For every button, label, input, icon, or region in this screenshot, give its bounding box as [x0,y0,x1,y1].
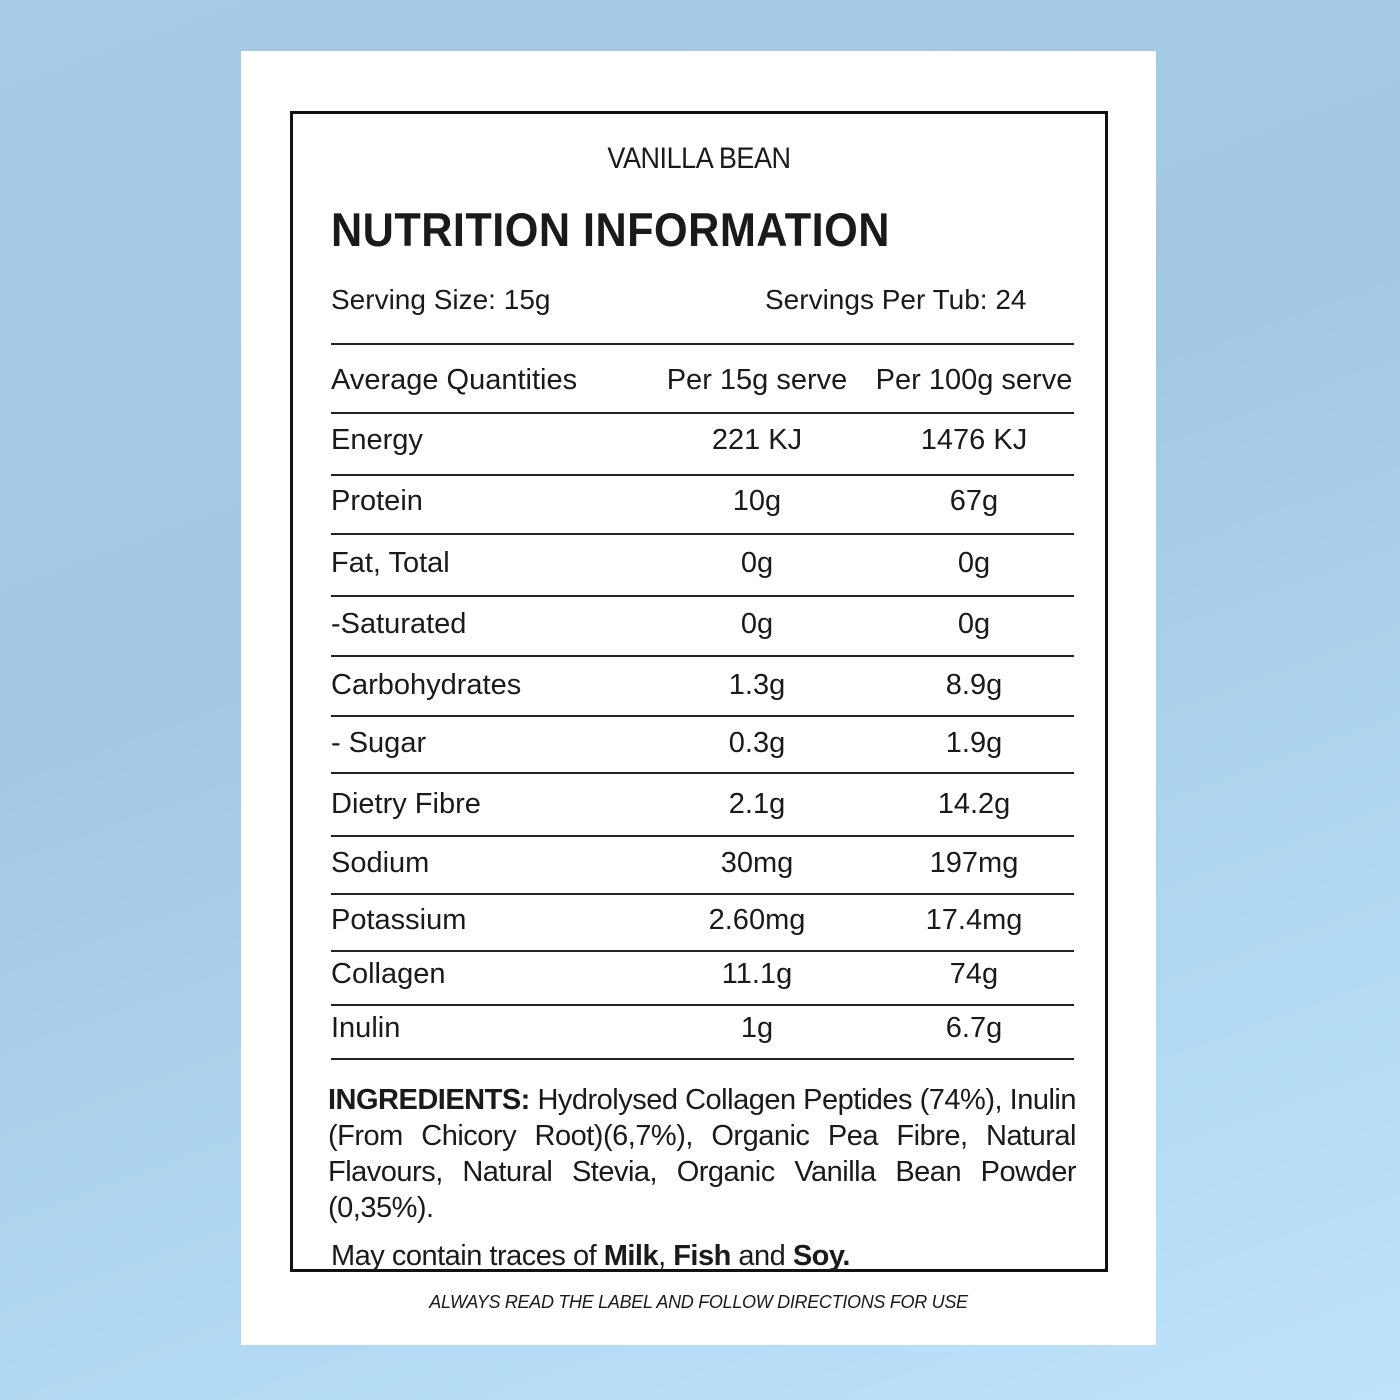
nutrition-panel: VANILLA BEAN NUTRITION INFORMATION Servi… [290,111,1108,1272]
per-100g-value: Per 100g serve [875,364,1073,396]
panel-title: NUTRITION INFORMATION [331,203,890,256]
per-100g-value: 1.9g [945,727,1003,759]
table-row: Inulin 1g 6.7g [331,1012,1074,1046]
row-divider [331,533,1074,535]
per-serve-value: 11.1g [721,958,793,990]
footer-note: ALWAYS READ THE LABEL AND FOLLOW DIRECTI… [429,1292,968,1312]
nutrient-name: Average Quantities [331,364,578,396]
per-serve-value: 0g [740,608,774,640]
nutrient-name: Inulin [331,1012,401,1044]
per-serve-value: Per 15g serve [666,364,848,396]
per-100g-value: 8.9g [945,669,1003,701]
per-serve-value: 0g [740,547,774,579]
per-serve-value: 10g [732,485,782,517]
nutrient-name: Potassium [331,904,467,936]
nutrient-name: Collagen [331,958,446,990]
per-serve-value: 30mg [720,847,794,879]
row-divider [331,1058,1074,1060]
flavor-name: VANILLA BEAN [607,142,791,175]
table-row: Carbohydrates 1.3g 8.9g [331,669,1074,703]
table-row: Sodium 30mg 197mg [331,847,1074,881]
table-header: Average Quantities Per 15g serve Per 100g … [331,364,1074,398]
per-serve-value: 1.3g [728,669,786,701]
row-divider [331,950,1074,952]
per-100g-value: 197mg [929,847,1019,879]
nutrient-name: Fat, Total [331,547,450,579]
allergen-statement: May contain traces of Milk, Fish and Soy… [328,1238,1076,1274]
serving-size: Serving Size: 15g [331,284,551,315]
row-divider [331,595,1074,597]
per-100g-value: 0g [957,547,991,579]
per-serve-value: 0.3g [728,727,786,759]
per-100g-value: 1476 KJ [920,424,1028,456]
table-row: Potassium 2.60mg 17.4mg [331,904,1074,938]
per-serve-value: 221 KJ [711,424,803,456]
row-divider [331,412,1074,414]
nutrient-name: Energy [331,424,423,456]
nutrient-name: Dietry Fibre [331,788,481,820]
row-divider [331,772,1074,774]
row-divider [331,715,1074,717]
table-row: Energy 221 KJ 1476 KJ [331,424,1074,458]
per-serve-value: 2.60mg [708,904,806,936]
allergen-soy: Soy. [792,1240,851,1272]
per-100g-value: 17.4mg [925,904,1023,936]
allergen-sep: and [730,1240,793,1272]
per-100g-value: 67g [949,485,999,517]
row-divider [331,474,1074,476]
row-divider [331,835,1074,837]
nutrient-name: Protein [331,485,423,517]
allergen-prefix: May contain traces of [331,1240,604,1272]
table-row: Collagen 11.1g 74g [331,958,1074,992]
table-row: - Sugar 0.3g 1.9g [331,727,1074,761]
per-100g-value: 14.2g [937,788,1011,820]
allergen-fish: Fish [673,1240,731,1272]
ingredients-label: INGREDIENTS: [328,1084,530,1116]
nutrient-name: Carbohydrates [331,669,522,701]
row-divider [331,1004,1074,1006]
ingredients-text: Hydrolysed Collagen Peptides (74%), Inul… [328,1084,1077,1224]
per-serve-value: 2.1g [728,788,786,820]
allergen-milk: Milk [603,1240,659,1272]
per-100g-value: 6.7g [945,1012,1003,1044]
label-card [241,51,1156,1345]
allergen-sep: , [658,1240,674,1272]
nutrient-name: Sodium [331,847,430,879]
row-divider [331,655,1074,657]
table-row: Fat, Total 0g 0g [331,547,1074,581]
per-serve-value: 1g [740,1012,774,1044]
nutrient-name: - Sugar [331,727,427,759]
per-100g-value: 74g [949,958,999,990]
nutrient-name: -Saturated [331,608,467,640]
row-divider [331,343,1074,345]
table-row: -Saturated 0g 0g [331,608,1074,642]
table-row: Dietry Fibre 2.1g 14.2g [331,788,1074,822]
ingredients: INGREDIENTS: Hydrolysed Collagen Peptide… [328,1082,1077,1226]
per-100g-value: 0g [957,608,991,640]
table-row: Protein 10g 67g [331,485,1074,519]
row-divider [331,893,1074,895]
ingredients-section: INGREDIENTS: Hydrolysed Collagen Peptide… [328,1082,1077,1274]
servings-per-tub: Servings Per Tub: 24 [765,284,1027,315]
